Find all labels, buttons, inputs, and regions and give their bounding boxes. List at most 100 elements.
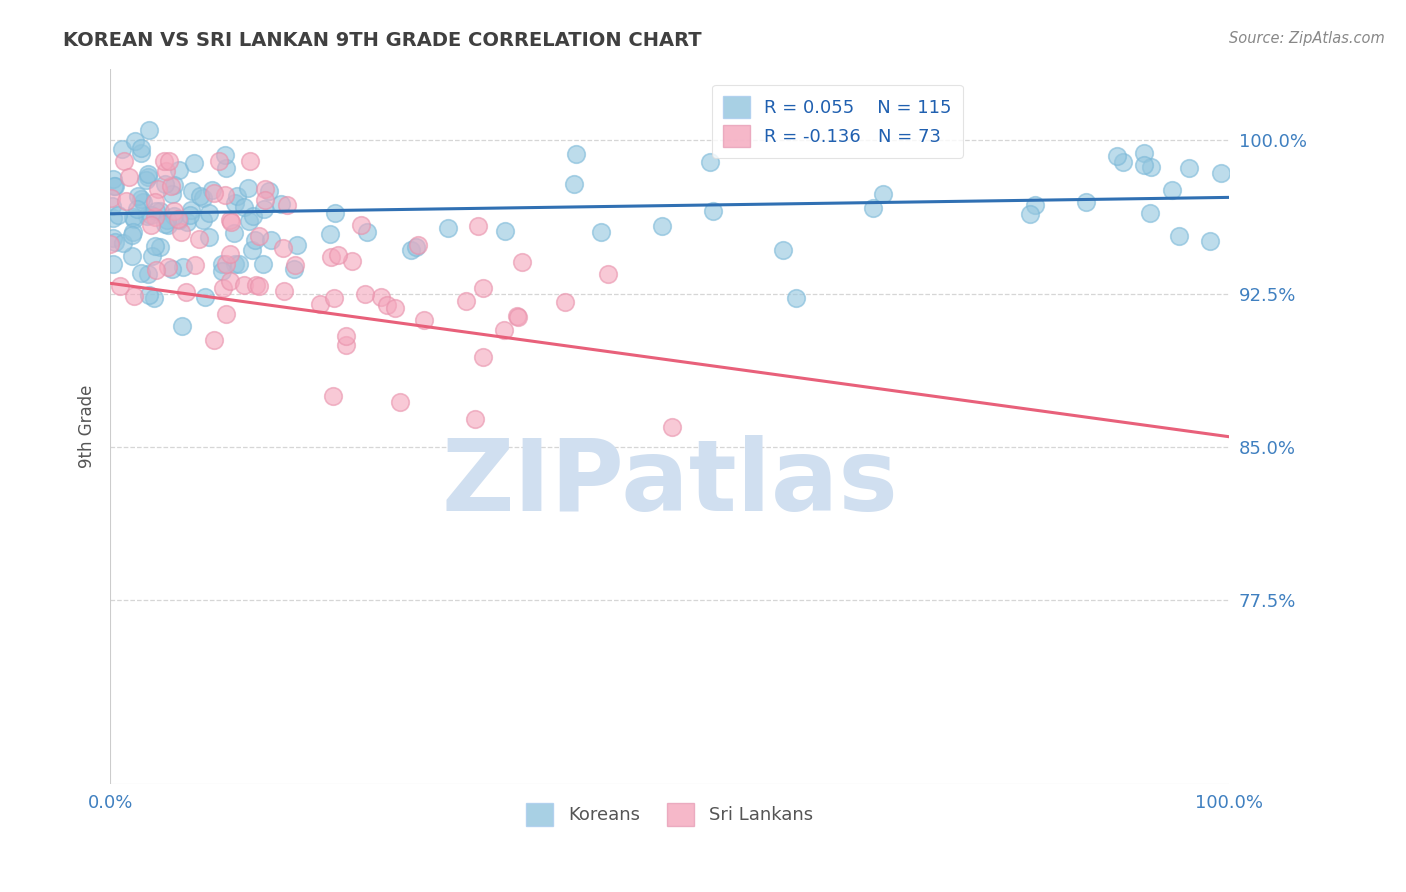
Point: [201, 183, 224, 197]
Point: [138, 288, 160, 302]
Point: [169, 213, 191, 227]
Point: [153, 153, 176, 168]
Point: [129, 266, 152, 280]
Point: [176, 214, 198, 228]
Point: [183, 156, 205, 170]
Point: [319, 227, 342, 241]
Point: [322, 388, 344, 402]
Point: [225, 189, 247, 203]
Point: [211, 257, 233, 271]
Point: [408, 237, 430, 252]
Point: [101, 172, 124, 186]
Point: [506, 310, 529, 325]
Point: [356, 225, 378, 239]
Point: [413, 312, 436, 326]
Point: [242, 209, 264, 223]
Point: [211, 264, 233, 278]
Point: [253, 202, 276, 216]
Point: [214, 148, 236, 162]
Point: [214, 187, 236, 202]
Point: [139, 218, 162, 232]
Point: [139, 209, 162, 223]
Point: [122, 211, 145, 225]
Point: [335, 338, 357, 352]
Text: ZIPatlas: ZIPatlas: [441, 435, 898, 533]
Point: [247, 279, 270, 293]
Point: [589, 225, 612, 239]
Point: [103, 235, 125, 249]
Point: [202, 333, 225, 347]
Point: [456, 293, 478, 308]
Point: [335, 328, 357, 343]
Point: [328, 248, 350, 262]
Point: [1209, 166, 1232, 180]
Point: [153, 217, 176, 231]
Point: [872, 187, 894, 202]
Point: [219, 247, 242, 261]
Point: [156, 260, 179, 275]
Point: [1199, 234, 1222, 248]
Point: [124, 134, 146, 148]
Point: [138, 267, 160, 281]
Point: [143, 194, 166, 209]
Point: [138, 169, 160, 184]
Point: [384, 301, 406, 315]
Point: [510, 255, 533, 269]
Point: [121, 225, 143, 239]
Y-axis label: 9th Grade: 9th Grade: [79, 384, 96, 468]
Point: [188, 189, 211, 203]
Point: [118, 169, 141, 184]
Point: [252, 257, 274, 271]
Point: [1132, 145, 1154, 160]
Point: [111, 142, 134, 156]
Point: [149, 240, 172, 254]
Point: [323, 291, 346, 305]
Point: [122, 289, 145, 303]
Point: [273, 284, 295, 298]
Point: [121, 227, 143, 242]
Point: [197, 205, 219, 219]
Point: [232, 277, 254, 292]
Point: [1133, 158, 1156, 172]
Point: [492, 323, 515, 337]
Point: [259, 184, 281, 198]
Point: [565, 146, 588, 161]
Point: [309, 297, 332, 311]
Point: [285, 237, 308, 252]
Point: [115, 194, 138, 209]
Point: [405, 240, 427, 254]
Point: [464, 411, 486, 425]
Point: [243, 233, 266, 247]
Point: [219, 213, 242, 227]
Point: [122, 212, 145, 227]
Point: [104, 179, 127, 194]
Point: [253, 182, 276, 196]
Point: [284, 258, 307, 272]
Point: [141, 249, 163, 263]
Point: [215, 307, 238, 321]
Point: [145, 203, 167, 218]
Point: [232, 200, 254, 214]
Point: [125, 202, 148, 216]
Point: [270, 197, 292, 211]
Point: [112, 236, 135, 251]
Point: [146, 182, 169, 196]
Point: [166, 211, 188, 226]
Point: [194, 290, 217, 304]
Point: [375, 298, 398, 312]
Text: Source: ZipAtlas.com: Source: ZipAtlas.com: [1229, 31, 1385, 46]
Point: [157, 153, 180, 168]
Point: [862, 201, 884, 215]
Point: [1074, 194, 1097, 209]
Point: [180, 202, 202, 217]
Point: [193, 212, 215, 227]
Point: [129, 145, 152, 160]
Point: [170, 226, 193, 240]
Point: [437, 221, 460, 235]
Point: [155, 164, 177, 178]
Point: [135, 172, 157, 186]
Point: [1112, 154, 1135, 169]
Point: [143, 210, 166, 224]
Point: [1178, 161, 1201, 175]
Point: [108, 278, 131, 293]
